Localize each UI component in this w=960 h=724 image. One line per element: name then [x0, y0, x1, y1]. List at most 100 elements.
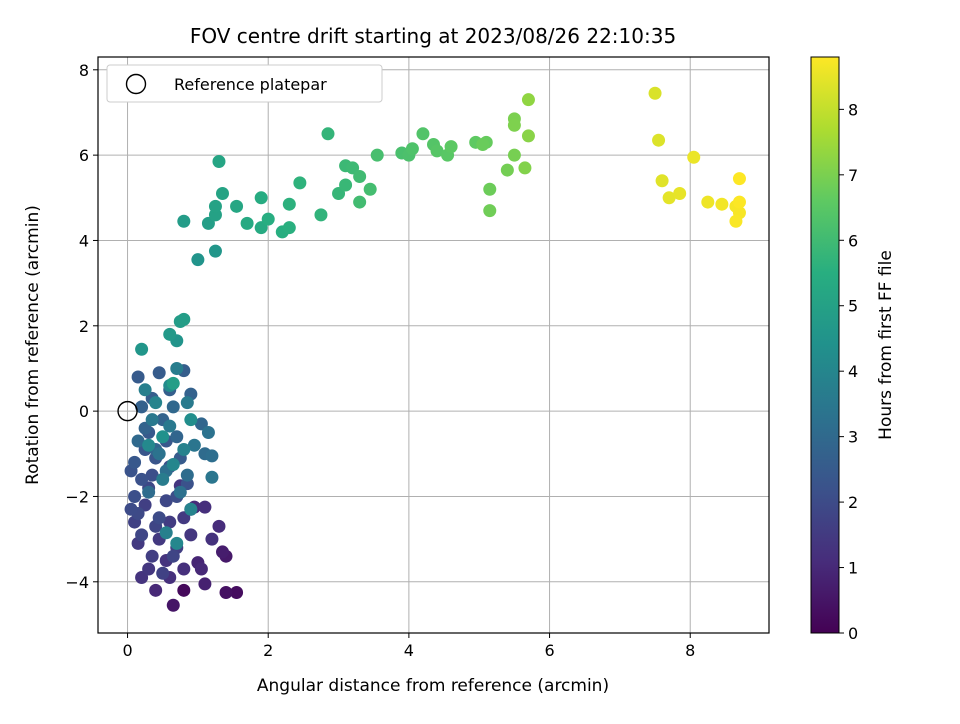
colorbar-tick-label: 3	[848, 428, 858, 447]
data-point	[194, 562, 208, 576]
legend: Reference platepar	[106, 64, 383, 103]
data-point	[166, 549, 180, 563]
data-point	[353, 169, 367, 183]
colorbar-tick-label: 2	[848, 493, 858, 512]
data-point	[205, 449, 219, 463]
data-point	[282, 221, 296, 235]
data-point	[159, 494, 173, 508]
data-point	[430, 144, 444, 158]
data-point	[240, 216, 254, 230]
data-point	[166, 400, 180, 414]
data-point	[208, 244, 222, 258]
data-point	[163, 419, 177, 433]
data-point	[128, 455, 142, 469]
y-tick-label: −4	[65, 573, 89, 592]
data-point	[142, 485, 156, 499]
data-point	[212, 155, 226, 169]
colorbar-gradient	[810, 56, 840, 634]
data-point	[142, 562, 156, 576]
data-point	[230, 199, 244, 213]
data-point	[230, 585, 244, 599]
data-point	[166, 457, 180, 471]
data-point	[339, 178, 353, 192]
y-axis: −4 −2 0 2 4 6 8	[65, 61, 98, 592]
data-point	[173, 485, 187, 499]
colorbar-tick-label: 8	[848, 100, 858, 119]
colorbar-tick-label: 4	[848, 362, 858, 381]
data-point	[131, 370, 145, 384]
data-point	[198, 577, 212, 591]
data-point	[184, 413, 198, 427]
y-tick-label: 8	[79, 61, 89, 80]
data-point	[732, 172, 746, 186]
chart-title: FOV centre drift starting at 2023/08/26 …	[190, 24, 676, 48]
data-point	[180, 468, 194, 482]
data-point	[201, 425, 215, 439]
data-point	[124, 502, 138, 516]
plot-frame	[97, 56, 770, 634]
data-point	[135, 400, 149, 414]
data-point	[166, 598, 180, 612]
data-point	[205, 470, 219, 484]
colorbar-tick-label: 7	[848, 166, 858, 185]
data-point	[208, 199, 222, 213]
data-point	[483, 182, 497, 196]
data-point	[180, 396, 194, 410]
data-point	[170, 361, 184, 375]
data-point	[152, 366, 166, 380]
data-point	[159, 526, 173, 540]
data-point	[145, 549, 159, 563]
data-point	[170, 536, 184, 550]
data-point	[314, 208, 328, 222]
data-point	[198, 500, 212, 514]
data-point	[507, 148, 521, 162]
data-point	[156, 472, 170, 486]
data-point	[184, 502, 198, 516]
colorbar-tick-label: 5	[848, 297, 858, 316]
colorbar-label: Hours from first FF file	[876, 250, 896, 440]
x-tick-label: 8	[685, 641, 695, 660]
colorbar-tick-label: 0	[848, 624, 858, 643]
data-point	[163, 327, 177, 341]
data-point	[219, 585, 233, 599]
x-axis: 0 2 4 6 8	[122, 633, 695, 660]
data-point	[483, 204, 497, 218]
data-point	[135, 528, 149, 542]
y-tick-label: −2	[65, 487, 89, 506]
data-point	[715, 197, 729, 211]
data-point	[128, 489, 142, 503]
data-point	[521, 93, 535, 107]
x-tick-label: 2	[263, 641, 273, 660]
data-points	[124, 86, 746, 612]
data-point	[145, 413, 159, 427]
data-point	[177, 312, 191, 326]
data-point	[184, 528, 198, 542]
data-point	[518, 161, 532, 175]
data-point	[135, 472, 149, 486]
data-point	[500, 163, 514, 177]
data-point	[191, 253, 205, 267]
data-point	[648, 86, 662, 100]
data-point	[177, 583, 191, 597]
data-point	[282, 197, 296, 211]
data-point	[662, 191, 676, 205]
data-point	[177, 562, 191, 576]
x-tick-label: 6	[544, 641, 554, 660]
data-point	[507, 118, 521, 132]
data-point	[156, 430, 170, 444]
data-point	[405, 142, 419, 156]
data-point	[215, 187, 229, 201]
data-point	[131, 434, 145, 448]
data-point	[170, 430, 184, 444]
legend-marker	[125, 73, 147, 95]
data-point	[353, 195, 367, 209]
data-point	[370, 148, 384, 162]
data-point	[152, 511, 166, 525]
data-point	[177, 443, 191, 457]
y-tick-label: 0	[79, 402, 89, 421]
data-point	[476, 137, 490, 151]
data-point	[205, 532, 219, 546]
legend-label: Reference platepar	[174, 75, 327, 94]
data-point	[177, 214, 191, 228]
